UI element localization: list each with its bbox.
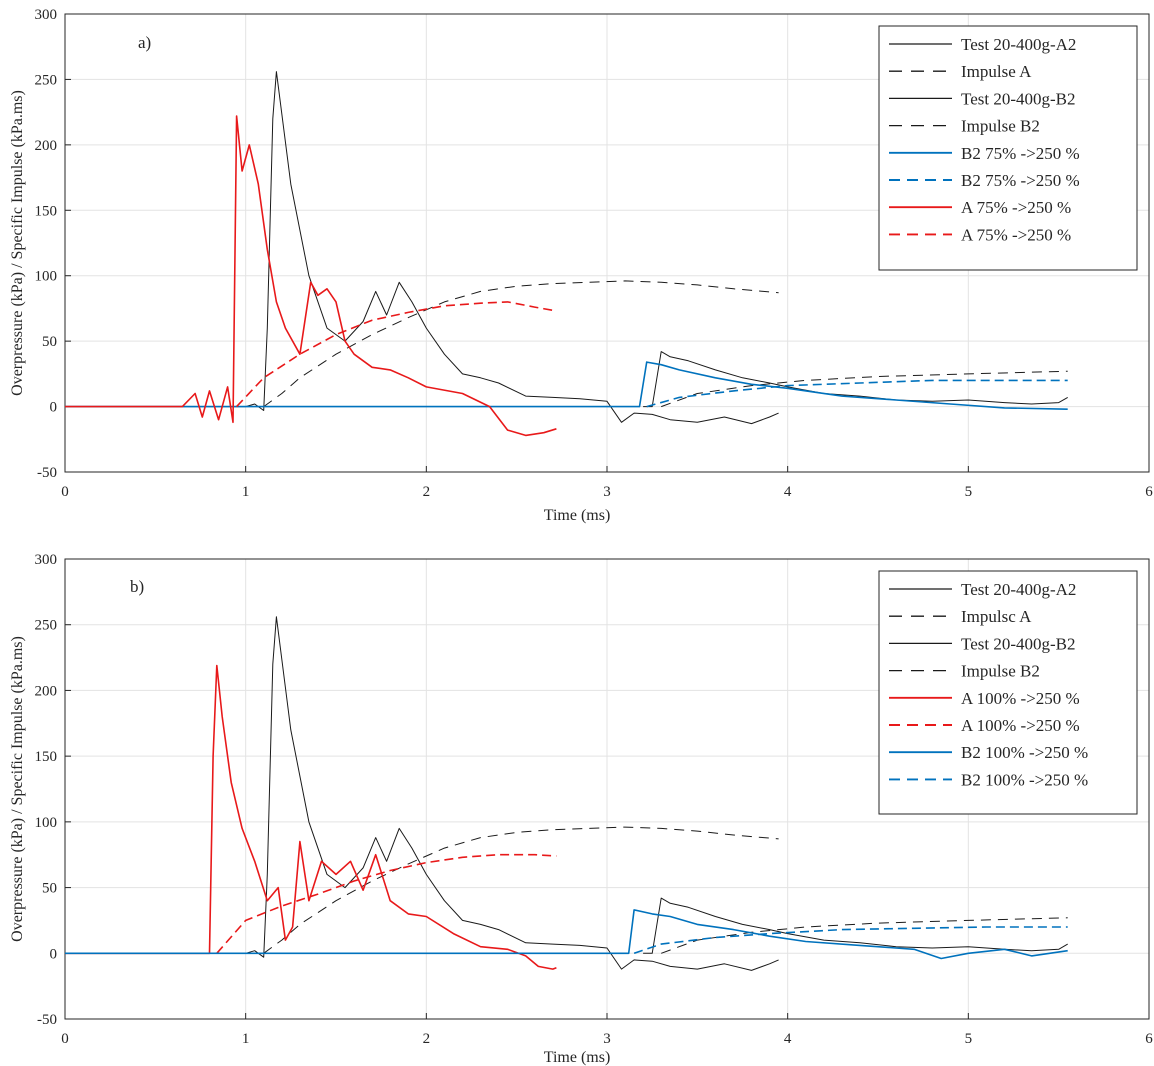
legend-label: Test 20-400g-B2 (961, 634, 1076, 653)
panel-label: b) (130, 577, 144, 596)
legend-label: Impulse B2 (961, 117, 1040, 136)
series-line-2 (643, 351, 1068, 408)
legend-label: Test 20-400g-B2 (961, 89, 1076, 108)
y-tick-label: 50 (42, 334, 57, 350)
x-tick-label: 1 (242, 1031, 250, 1047)
x-axis-label: Time (ms) (544, 1049, 611, 1066)
series-line-1 (263, 826, 779, 954)
y-tick-label: 0 (50, 400, 58, 416)
series-line-3 (661, 370, 1068, 408)
legend-label: B2 75% ->250 % (961, 144, 1080, 163)
x-tick-label: 0 (61, 484, 69, 500)
y-tick-label: -50 (37, 465, 57, 481)
x-tick-label: 3 (603, 484, 611, 500)
legend-label: A 100% ->250 % (961, 689, 1080, 708)
x-tick-label: 3 (603, 1031, 611, 1047)
y-tick-label: 150 (35, 203, 58, 219)
x-tick-label: 5 (965, 484, 973, 500)
series-line-2 (643, 897, 1068, 954)
legend-label: Impulsc A (961, 607, 1032, 626)
series-line-7 (236, 301, 557, 408)
y-tick-label: 250 (35, 618, 58, 634)
y-tick-label: 200 (35, 138, 58, 154)
y-tick-label: 100 (35, 815, 58, 831)
y-tick-label: 300 (35, 552, 58, 568)
legend-label: Impulse A (961, 62, 1032, 81)
series-line-5 (216, 853, 557, 954)
series-group (65, 71, 1068, 437)
legend-box (878, 25, 1138, 271)
legend-label: B2 100% ->250 % (961, 770, 1088, 789)
panel-label: a) (138, 33, 151, 52)
x-tick-label: 6 (1145, 484, 1153, 500)
y-axis-label: Overpressure (kPa) / Specific Impulse (k… (9, 90, 26, 396)
series-line-3 (661, 917, 1068, 954)
x-tick-label: 0 (61, 1031, 69, 1047)
legend-label: Test 20-400g-A2 (961, 35, 1076, 54)
series-line-7 (633, 926, 1068, 955)
series-line-0 (65, 616, 779, 971)
y-tick-label: 200 (35, 683, 58, 699)
series-group (65, 616, 1068, 971)
legend-label: Impulse B2 (961, 662, 1040, 681)
x-tick-label: 4 (784, 484, 792, 500)
x-tick-label: 5 (965, 1031, 973, 1047)
x-tick-label: 1 (242, 484, 250, 500)
legend-label: A 75% ->250 % (961, 225, 1071, 244)
series-line-4 (65, 664, 557, 970)
legend-label: A 75% ->250 % (961, 198, 1071, 217)
y-tick-label: 250 (35, 72, 58, 88)
y-tick-label: 300 (35, 7, 58, 23)
y-tick-label: 50 (42, 881, 57, 897)
legend-box (878, 570, 1138, 815)
series-line-5 (646, 379, 1068, 408)
series-line-6 (65, 909, 1068, 960)
y-tick-label: 0 (50, 946, 58, 962)
x-tick-label: 4 (784, 1031, 792, 1047)
series-line-1 (263, 280, 779, 408)
x-axis-label: Time (ms) (544, 507, 611, 524)
x-tick-label: 2 (423, 1031, 431, 1047)
legend-label: A 100% ->250 % (961, 716, 1080, 735)
legend-label: Test 20-400g-A2 (961, 580, 1076, 599)
legend: Test 20-400g-A2 Impulse A Test 20-400g-B2 I… (878, 25, 1138, 271)
legend: Test 20-400g-A2 Impulsc A Test 20-400g-B2 I… (878, 570, 1138, 815)
legend-label: B2 75% ->250 % (961, 171, 1080, 190)
x-tick-label: 6 (1145, 1031, 1153, 1047)
y-tick-label: 100 (35, 269, 58, 285)
legend-label: B2 100% ->250 % (961, 743, 1088, 762)
y-tick-label: 150 (35, 749, 58, 765)
series-line-4 (65, 361, 1068, 410)
y-tick-label: -50 (37, 1012, 57, 1028)
series-line-6 (65, 115, 557, 437)
series-line-0 (65, 71, 779, 425)
y-axis-label: Overpressure (kPa) / Specific Impulse (k… (9, 636, 26, 942)
x-tick-label: 2 (423, 484, 431, 500)
